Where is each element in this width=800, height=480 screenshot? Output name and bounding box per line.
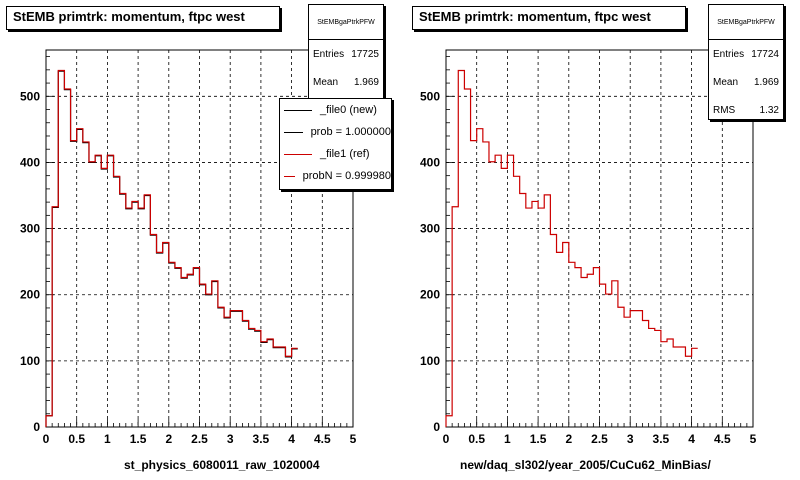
chart-title-left: StEMB primtrk: momentum, ftpc west <box>6 6 280 30</box>
legend-entry: prob = 1.000000 <box>280 121 391 143</box>
stats-label: RMS <box>713 104 736 116</box>
legend-label: prob = 1.000000 <box>310 126 391 138</box>
stats-name: StEMBgaPtrkPFW <box>709 5 783 40</box>
y-tick-label: 300 <box>420 222 440 236</box>
stats-name: StEMBgaPtrkPFW <box>309 5 383 40</box>
stats-value: 17725 <box>351 48 379 60</box>
x-tick-label: 1.5 <box>530 432 547 446</box>
stats-row-mean: Mean 1.969 <box>709 68 783 96</box>
histogram-series-line <box>445 69 698 427</box>
y-tick-label: 200 <box>420 288 440 302</box>
legend-line-swatch <box>284 153 312 155</box>
x-tick-label: 1 <box>504 432 511 446</box>
x-tick-label: 3.5 <box>253 432 270 446</box>
x-tick-label: 4.5 <box>714 432 731 446</box>
x-tick-label: 2.5 <box>591 432 608 446</box>
stats-row-mean: Mean 1.969 <box>309 68 383 96</box>
x-tick-label: 4 <box>688 432 695 446</box>
y-tick-label: 200 <box>20 288 40 302</box>
y-tick-label: 0 <box>33 420 40 434</box>
stats-row-entries: Entries 17725 <box>309 40 383 68</box>
y-tick-label: 100 <box>420 354 440 368</box>
x-tick-label: 1.5 <box>130 432 147 446</box>
legend-label: _file0 (new) <box>320 104 377 116</box>
stats-label: Entries <box>713 48 745 60</box>
histogram-series-line <box>45 69 298 427</box>
x-axis-label-right: new/daq_sl302/year_2005/CuCu62_MinBias/ <box>460 458 711 472</box>
legend-label: probN = 0.999980 <box>302 170 391 182</box>
y-tick-label: 300 <box>20 222 40 236</box>
x-tick-label: 3 <box>227 432 234 446</box>
legend-line-swatch <box>284 175 295 177</box>
stats-label: Mean <box>313 76 339 88</box>
x-tick-label: 0.5 <box>468 432 485 446</box>
stats-box-right: StEMBgaPtrkPFW Entries 17724 Mean 1.969 … <box>708 4 784 120</box>
legend-entry: _file1 (ref) <box>280 143 391 165</box>
x-tick-label: 0.5 <box>68 432 85 446</box>
stats-value: 1.32 <box>759 104 779 116</box>
x-tick-label: 2 <box>565 432 572 446</box>
stats-label: Entries <box>313 48 345 60</box>
y-tick-label: 100 <box>20 354 40 368</box>
legend-entry: probN = 0.999980 <box>280 165 391 187</box>
stats-value: 17724 <box>751 48 779 60</box>
stats-box-left: StEMBgaPtrkPFW Entries 17725 Mean 1.969 <box>308 4 384 100</box>
stats-row-rms: RMS 1.32 <box>709 96 783 124</box>
x-axis-label-left: st_physics_6080011_raw_1020004 <box>124 458 320 472</box>
y-tick-label: 400 <box>20 155 40 169</box>
legend-box: _file0 (new) prob = 1.000000 _file1 (ref… <box>279 98 392 190</box>
x-tick-label: 5 <box>750 432 757 446</box>
stats-value: 1.969 <box>353 76 379 88</box>
y-tick-label: 0 <box>433 420 440 434</box>
chart-title-right: StEMB primtrk: momentum, ftpc west <box>412 6 686 30</box>
y-tick-label: 500 <box>420 89 440 103</box>
x-tick-label: 3.5 <box>653 432 670 446</box>
y-tick-label: 500 <box>20 89 40 103</box>
x-tick-label: 3 <box>627 432 634 446</box>
x-tick-label: 5 <box>350 432 357 446</box>
x-tick-label: 4 <box>288 432 295 446</box>
histogram-series-line <box>45 70 298 427</box>
stats-value: 1.969 <box>753 76 779 88</box>
stats-label: Mean <box>713 76 739 88</box>
legend-line-swatch <box>284 131 303 133</box>
x-tick-label: 2 <box>165 432 172 446</box>
x-tick-label: 4.5 <box>314 432 331 446</box>
legend-label: _file1 (ref) <box>320 148 370 160</box>
legend-line-swatch <box>284 109 312 111</box>
x-tick-label: 2.5 <box>191 432 208 446</box>
y-tick-label: 400 <box>420 155 440 169</box>
x-tick-label: 0 <box>43 432 50 446</box>
legend-entry: _file0 (new) <box>280 99 391 121</box>
stats-row-entries: Entries 17724 <box>709 40 783 68</box>
x-tick-label: 0 <box>443 432 450 446</box>
x-tick-label: 1 <box>104 432 111 446</box>
